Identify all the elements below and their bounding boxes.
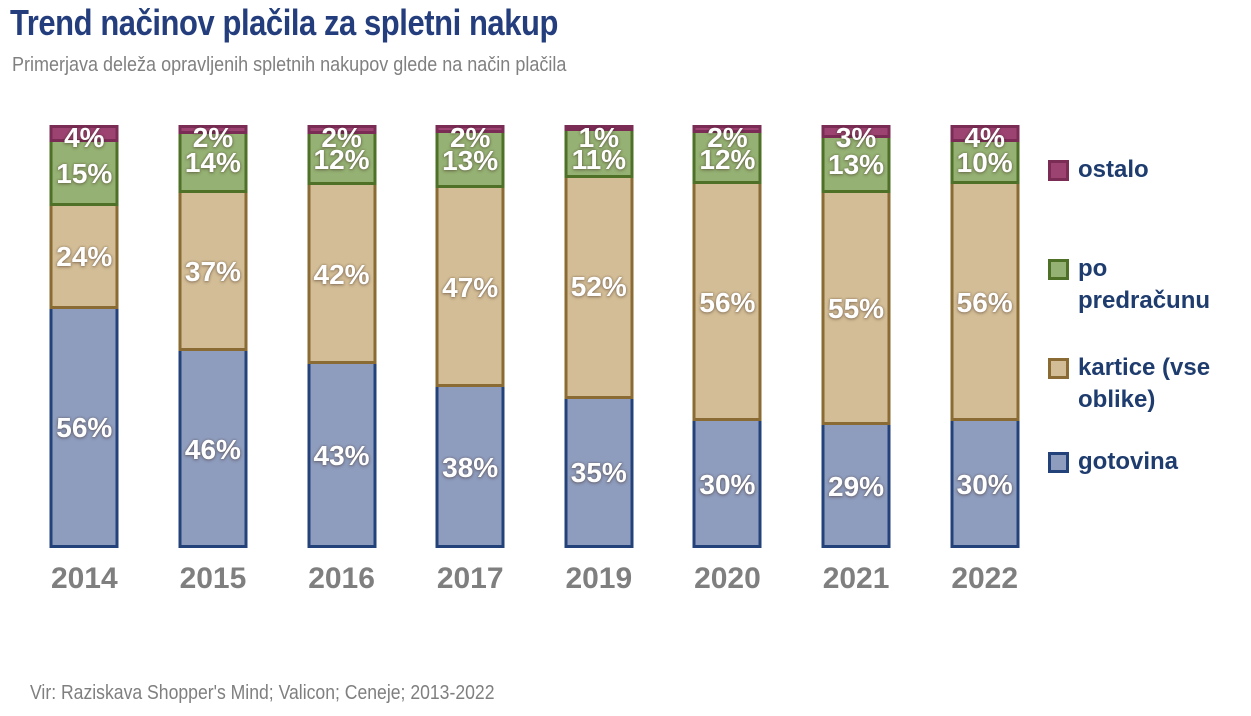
bar-segment-po-predra-unu — [178, 133, 248, 194]
legend-item-gotovina: gotovina — [1048, 446, 1178, 478]
bar-segment-kartice-vse-oblike — [49, 206, 119, 309]
legend-label: kartice (vse oblike) — [1078, 354, 1211, 413]
x-tick-2022: 2022 — [951, 562, 1019, 595]
chart-subtitle: Primerjava deleža opravljenih spletnih n… — [12, 54, 567, 76]
legend-item-ostalo: ostalo — [1048, 154, 1149, 186]
x-tick-2014: 2014 — [50, 562, 118, 595]
bar-segment-po-predra-unu — [692, 133, 762, 185]
legend-swatch-ostalo — [1048, 160, 1069, 181]
legend-item-kartice-vse-oblike: kartice (vse oblike) — [1048, 352, 1243, 416]
bar-column-2014: 4% 15% 24% 56% — [20, 124, 149, 548]
bar-segment-kartice-vse-oblike — [178, 193, 248, 352]
bar-column-2016: 2% 12% 42% 43% — [277, 124, 406, 548]
bar-2020: 2% 12% 56% 30% — [692, 124, 762, 548]
chart-title: Trend načinov plačila za spletni nakup — [10, 2, 558, 43]
legend-swatch-kartice-vse-oblike — [1048, 358, 1069, 379]
bar-segment-gotovina — [435, 387, 505, 548]
bar-2015: 2% 14% 37% 46% — [178, 124, 248, 548]
bar-segment-ostalo — [692, 125, 762, 134]
bar-segment-ostalo — [178, 125, 248, 134]
bar-2021: 3% 13% 55% 29% — [821, 124, 891, 548]
bar-segment-po-predra-unu — [307, 133, 377, 185]
bar-segment-ostalo — [950, 125, 1020, 142]
x-tick-2021: 2021 — [822, 562, 890, 595]
bar-segment-ostalo — [821, 125, 891, 138]
legend-swatch-po-predra-unu — [1048, 259, 1069, 280]
bar-2017: 2% 13% 47% 38% — [435, 124, 505, 548]
legend-label: gotovina — [1078, 448, 1178, 475]
bar-segment-ostalo — [435, 125, 505, 134]
x-tick-2019: 2019 — [565, 562, 633, 595]
bar-segment-kartice-vse-oblike — [564, 177, 634, 400]
bar-segment-gotovina — [692, 421, 762, 548]
bar-segment-gotovina — [49, 308, 119, 548]
bar-column-2015: 2% 14% 37% 46% — [149, 124, 278, 548]
x-tick-2016: 2016 — [308, 562, 375, 595]
legend-label: ostalo — [1078, 156, 1149, 183]
bar-column-2021: 3% 13% 55% 29% — [792, 124, 921, 548]
bar-2016: 2% 12% 42% 43% — [307, 124, 377, 548]
bar-2014: 4% 15% 24% 56% — [49, 124, 119, 548]
x-axis: 2014 2015 2016 2017 2019 2020 2021 2022 — [20, 562, 1049, 596]
bar-segment-po-predra-unu — [435, 133, 505, 189]
bar-segment-ostalo — [564, 125, 634, 131]
bar-segment-gotovina — [821, 425, 891, 548]
bar-segment-po-predra-unu — [564, 131, 634, 178]
bar-column-2019: 1% 11% 52% 35% — [535, 124, 664, 548]
plot-area: 4% 15% 24% 56% 2% 14% 37% 46% 2% 12% 42% 43% 2% 13% 47… — [20, 124, 1049, 548]
bar-segment-kartice-vse-oblike — [821, 192, 891, 426]
bar-segment-gotovina — [178, 351, 248, 548]
bar-segment-kartice-vse-oblike — [692, 184, 762, 422]
legend-item-po-predra-unu: po predračunu — [1048, 253, 1243, 317]
bar-2019: 1% 11% 52% 35% — [564, 124, 634, 548]
legend-label: po predračunu — [1078, 255, 1211, 314]
bar-segment-gotovina — [950, 421, 1020, 548]
bar-segment-po-predra-unu — [950, 141, 1020, 185]
bar-segment-po-predra-unu — [821, 137, 891, 193]
x-tick-2015: 2015 — [179, 562, 247, 595]
bar-2022: 4% 10% 56% 30% — [950, 124, 1020, 548]
bar-segment-ostalo — [49, 125, 119, 143]
bar-column-2020: 2% 12% 56% 30% — [663, 124, 792, 548]
x-tick-2020: 2020 — [694, 562, 761, 595]
bar-column-2017: 2% 13% 47% 38% — [406, 124, 535, 548]
bar-segment-gotovina — [564, 399, 634, 548]
legend: ostalo po predračunu kartice (vse oblike) g… — [1048, 0, 1248, 716]
bar-segment-po-predra-unu — [49, 142, 119, 207]
bar-segment-gotovina — [307, 364, 377, 548]
x-tick-2017: 2017 — [436, 562, 504, 595]
source-note: Vir: Raziskava Shopper's Mind; Valicon; … — [30, 682, 495, 704]
bar-segment-kartice-vse-oblike — [950, 184, 1020, 422]
legend-swatch-gotovina — [1048, 452, 1069, 473]
bar-segment-kartice-vse-oblike — [435, 188, 505, 388]
bar-segment-ostalo — [307, 125, 377, 134]
bar-column-2022: 4% 10% 56% 30% — [920, 124, 1049, 548]
bar-segment-kartice-vse-oblike — [307, 184, 377, 365]
